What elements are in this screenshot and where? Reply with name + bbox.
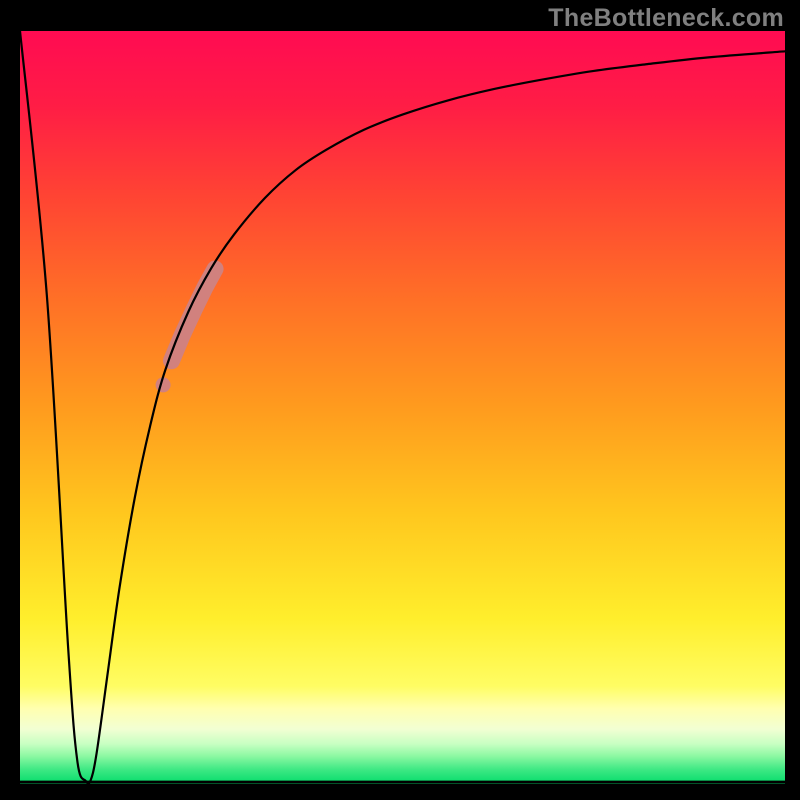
bottleneck-chart (0, 0, 800, 800)
watermark-text: TheBottleneck.com (548, 4, 784, 33)
gradient-background (20, 31, 785, 784)
